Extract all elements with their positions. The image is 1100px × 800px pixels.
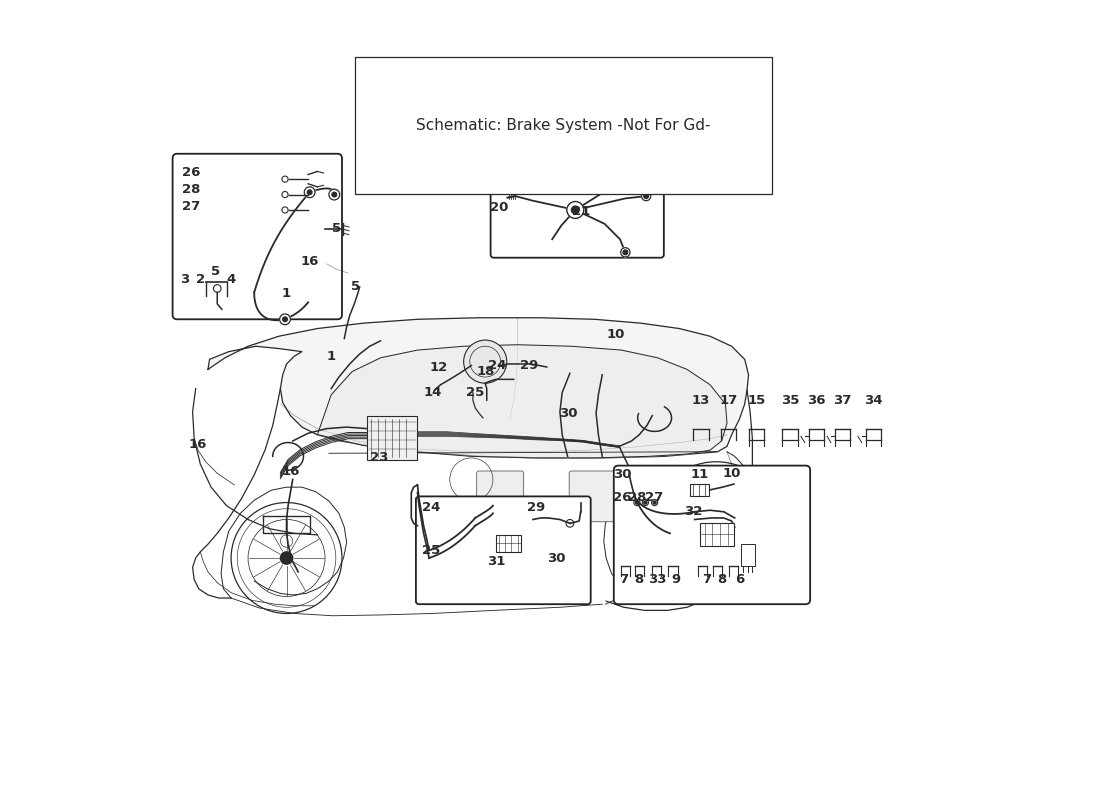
Text: 21: 21 <box>572 205 590 218</box>
Text: 15: 15 <box>747 394 766 407</box>
Text: 17: 17 <box>719 394 738 407</box>
FancyBboxPatch shape <box>700 522 734 546</box>
Text: 3: 3 <box>180 273 189 286</box>
Text: 7: 7 <box>619 573 628 586</box>
Circle shape <box>644 194 648 198</box>
Polygon shape <box>208 318 749 458</box>
Text: 18: 18 <box>476 365 495 378</box>
Circle shape <box>620 248 630 257</box>
Circle shape <box>641 191 651 201</box>
Text: 26: 26 <box>182 166 200 179</box>
Text: 27: 27 <box>646 491 663 505</box>
FancyBboxPatch shape <box>614 466 810 604</box>
Text: 33: 33 <box>648 573 667 586</box>
Text: 23: 23 <box>370 451 388 464</box>
Circle shape <box>329 189 340 200</box>
Circle shape <box>283 317 287 322</box>
Text: 12: 12 <box>429 361 448 374</box>
Circle shape <box>708 519 724 535</box>
FancyBboxPatch shape <box>476 471 524 522</box>
Circle shape <box>571 206 579 214</box>
Text: 11: 11 <box>690 468 708 482</box>
Text: 4: 4 <box>227 273 235 286</box>
Circle shape <box>623 250 628 254</box>
Text: 16: 16 <box>282 466 299 478</box>
Text: 7: 7 <box>703 573 712 586</box>
Text: 22: 22 <box>576 158 594 170</box>
Bar <box>496 535 520 552</box>
Text: 16: 16 <box>189 438 207 451</box>
Circle shape <box>280 552 293 564</box>
Text: Schematic: Brake System -Not For Gd-: Schematic: Brake System -Not For Gd- <box>417 118 711 133</box>
Circle shape <box>644 501 647 504</box>
FancyBboxPatch shape <box>615 471 662 522</box>
Text: 30: 30 <box>613 468 631 482</box>
Text: 25: 25 <box>422 544 440 557</box>
Text: 24: 24 <box>487 359 506 372</box>
Text: 28: 28 <box>628 491 647 505</box>
Circle shape <box>282 191 288 198</box>
Text: 8: 8 <box>717 573 727 586</box>
Circle shape <box>653 501 656 504</box>
FancyBboxPatch shape <box>569 471 616 522</box>
Text: 34: 34 <box>864 394 882 407</box>
Circle shape <box>636 501 638 504</box>
Text: 26: 26 <box>613 491 631 505</box>
Text: 36: 36 <box>807 394 826 407</box>
Text: 30: 30 <box>547 551 565 565</box>
FancyBboxPatch shape <box>173 154 342 319</box>
Text: 9: 9 <box>672 573 681 586</box>
Text: 2: 2 <box>196 273 205 286</box>
Text: 5: 5 <box>211 265 220 278</box>
Text: 10: 10 <box>723 467 740 480</box>
Text: 35: 35 <box>781 394 800 407</box>
Text: 27: 27 <box>182 200 200 214</box>
Text: 5: 5 <box>332 222 341 235</box>
Text: 29: 29 <box>527 502 546 514</box>
Text: 13: 13 <box>692 394 710 407</box>
Circle shape <box>566 202 584 218</box>
Circle shape <box>305 187 315 198</box>
Text: 1: 1 <box>327 350 336 362</box>
Text: 30: 30 <box>559 406 578 420</box>
FancyBboxPatch shape <box>416 496 591 604</box>
Text: 20: 20 <box>490 201 508 214</box>
Text: 29: 29 <box>520 359 538 372</box>
Circle shape <box>282 207 288 213</box>
FancyBboxPatch shape <box>491 154 664 258</box>
Bar <box>741 544 755 566</box>
Text: 32: 32 <box>684 506 702 518</box>
Text: 8: 8 <box>635 573 643 586</box>
Text: 28: 28 <box>182 183 200 197</box>
Text: 37: 37 <box>834 394 851 407</box>
Circle shape <box>620 186 625 190</box>
Text: 1: 1 <box>282 287 292 300</box>
Text: 25: 25 <box>466 386 484 399</box>
Circle shape <box>279 314 290 325</box>
Bar <box>690 484 708 496</box>
Text: 5: 5 <box>351 281 361 294</box>
Circle shape <box>464 340 507 383</box>
Text: 24: 24 <box>422 502 440 514</box>
Text: 19: 19 <box>490 182 508 195</box>
Text: 31: 31 <box>487 554 505 567</box>
Text: 10: 10 <box>607 328 625 341</box>
Polygon shape <box>318 345 727 458</box>
Circle shape <box>618 184 628 193</box>
Text: 16: 16 <box>300 255 319 268</box>
Circle shape <box>282 176 288 182</box>
Circle shape <box>307 190 312 194</box>
Text: 14: 14 <box>424 386 442 399</box>
Circle shape <box>332 192 337 197</box>
Text: 6: 6 <box>735 573 744 586</box>
Bar <box>367 415 418 460</box>
Text: 14: 14 <box>496 158 515 172</box>
Text: 18: 18 <box>639 158 658 170</box>
